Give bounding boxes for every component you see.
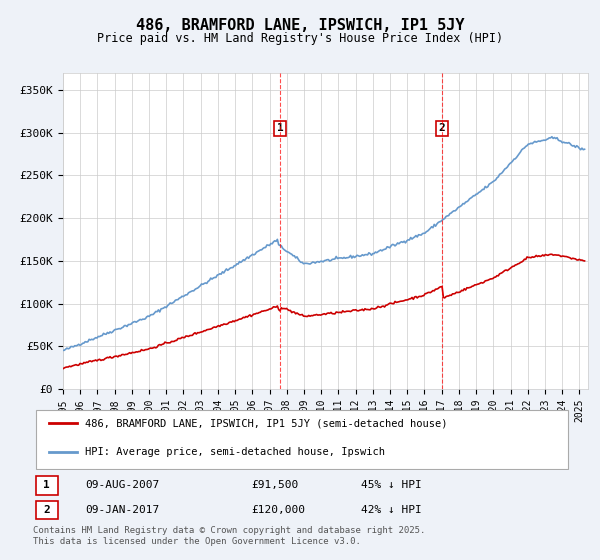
Text: 2: 2 <box>43 505 50 515</box>
Text: 09-JAN-2017: 09-JAN-2017 <box>85 505 160 515</box>
Text: 42% ↓ HPI: 42% ↓ HPI <box>361 505 422 515</box>
FancyBboxPatch shape <box>35 501 58 520</box>
FancyBboxPatch shape <box>35 476 58 495</box>
Text: 45% ↓ HPI: 45% ↓ HPI <box>361 480 422 491</box>
Text: Price paid vs. HM Land Registry's House Price Index (HPI): Price paid vs. HM Land Registry's House … <box>97 32 503 45</box>
Text: 1: 1 <box>277 123 283 133</box>
Text: £91,500: £91,500 <box>251 480 298 491</box>
FancyBboxPatch shape <box>35 409 568 469</box>
Text: 09-AUG-2007: 09-AUG-2007 <box>85 480 160 491</box>
Text: 486, BRAMFORD LANE, IPSWICH, IP1 5JY: 486, BRAMFORD LANE, IPSWICH, IP1 5JY <box>136 18 464 33</box>
Text: 2: 2 <box>439 123 446 133</box>
Text: Contains HM Land Registry data © Crown copyright and database right 2025.
This d: Contains HM Land Registry data © Crown c… <box>33 526 425 546</box>
Text: HPI: Average price, semi-detached house, Ipswich: HPI: Average price, semi-detached house,… <box>85 446 385 456</box>
Text: 486, BRAMFORD LANE, IPSWICH, IP1 5JY (semi-detached house): 486, BRAMFORD LANE, IPSWICH, IP1 5JY (se… <box>85 418 448 428</box>
Text: 1: 1 <box>43 480 50 491</box>
Text: £120,000: £120,000 <box>251 505 305 515</box>
